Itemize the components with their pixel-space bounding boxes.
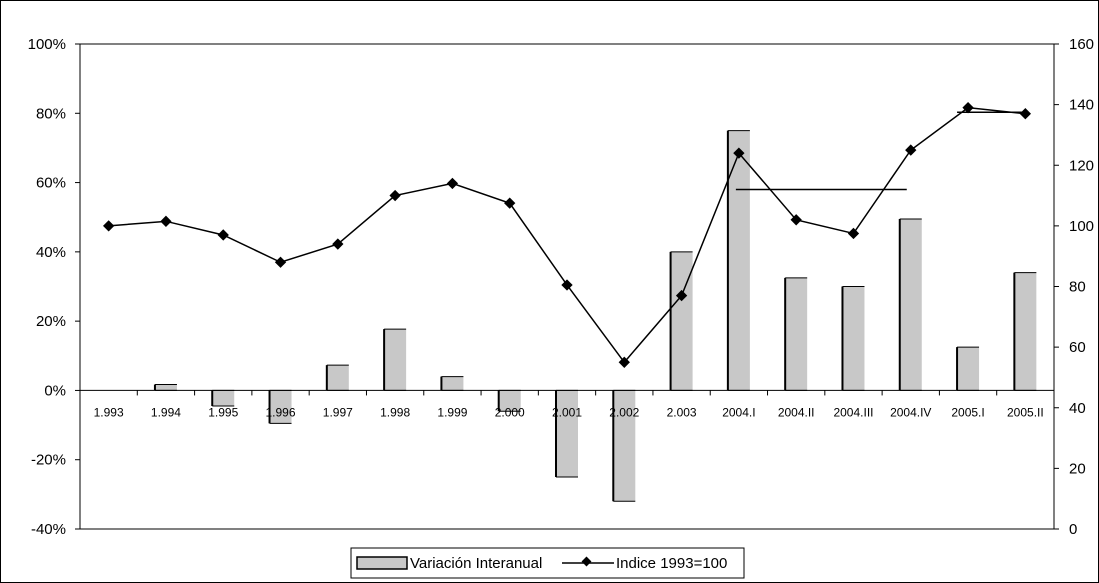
right-tick-label: 140 <box>1069 97 1094 114</box>
line-marker <box>447 178 458 189</box>
left-tick-label: 60% <box>36 175 66 192</box>
x-tick-label: 2.001 <box>552 405 582 419</box>
left-tick-label: 20% <box>36 313 66 330</box>
x-tick-label: 2.000 <box>495 405 525 419</box>
line-marker <box>275 257 286 268</box>
right-tick-label: 80 <box>1069 279 1086 296</box>
stray-lines <box>736 112 1025 189</box>
line-marker <box>218 229 229 240</box>
legend: Variación Interanual Indice 1993=100 <box>351 548 744 578</box>
x-tick-label: 1.996 <box>266 405 296 419</box>
bar <box>842 287 864 391</box>
x-tick-label: 2004.II <box>778 405 815 419</box>
line-series <box>103 102 1031 368</box>
right-tick-label: 100 <box>1069 218 1094 235</box>
left-tick-label: 80% <box>36 105 66 122</box>
x-tick-label: 1.994 <box>151 405 181 419</box>
x-tick-label: 1.997 <box>323 405 353 419</box>
right-tick-label: 40 <box>1069 400 1086 417</box>
bar <box>441 377 463 391</box>
bar <box>327 365 349 390</box>
bar <box>900 219 922 390</box>
legend-label-line: Indice 1993=100 <box>616 555 727 572</box>
bar-series <box>155 131 1036 502</box>
x-tick-label: 2004.IV <box>890 405 931 419</box>
left-tick-label: -40% <box>31 521 66 538</box>
legend-bar-swatch <box>357 557 407 569</box>
bar <box>671 252 693 391</box>
bar <box>957 347 979 390</box>
line-marker <box>160 216 171 227</box>
left-tick-label: -20% <box>31 452 66 469</box>
right-tick-label: 20 <box>1069 460 1086 477</box>
x-tick-label: 1.995 <box>208 405 238 419</box>
bar <box>384 329 406 390</box>
line-marker <box>905 144 916 155</box>
line-marker <box>103 220 114 231</box>
left-tick-label: 40% <box>36 244 66 261</box>
legend-label-bars: Variación Interanual <box>410 555 542 572</box>
bar <box>785 278 807 391</box>
x-tick-label: 2004.I <box>722 405 755 419</box>
x-tick-label: 1.993 <box>94 405 124 419</box>
right-axis-ticks: 0 20 40 60 80 100 120 140 160 <box>1054 36 1094 538</box>
left-tick-label: 100% <box>28 36 66 53</box>
left-axis-ticks: -40% -20% 0% 20% 40% 60% 80% 100% <box>28 36 80 538</box>
right-tick-label: 120 <box>1069 157 1094 174</box>
bar <box>155 385 177 391</box>
line-path <box>109 108 1026 363</box>
x-tick-label: 1.998 <box>380 405 410 419</box>
left-tick-label: 0% <box>44 382 66 399</box>
right-tick-label: 160 <box>1069 36 1094 53</box>
line-marker <box>848 228 859 239</box>
x-tick-label: 2005.II <box>1007 405 1044 419</box>
bar <box>728 131 750 391</box>
line-marker <box>504 197 515 208</box>
x-tick-label: 1.999 <box>437 405 467 419</box>
x-tick-label: 2005.I <box>951 405 984 419</box>
x-tick-label: 2.002 <box>609 405 639 419</box>
right-tick-label: 60 <box>1069 339 1086 356</box>
x-tick-label: 2004.III <box>833 405 873 419</box>
bar <box>556 390 578 477</box>
line-marker <box>561 279 572 290</box>
line-marker <box>1020 108 1031 119</box>
bar <box>212 390 234 406</box>
bar <box>1014 273 1036 391</box>
right-tick-label: 0 <box>1069 521 1077 538</box>
x-tick-label: 2.003 <box>667 405 697 419</box>
